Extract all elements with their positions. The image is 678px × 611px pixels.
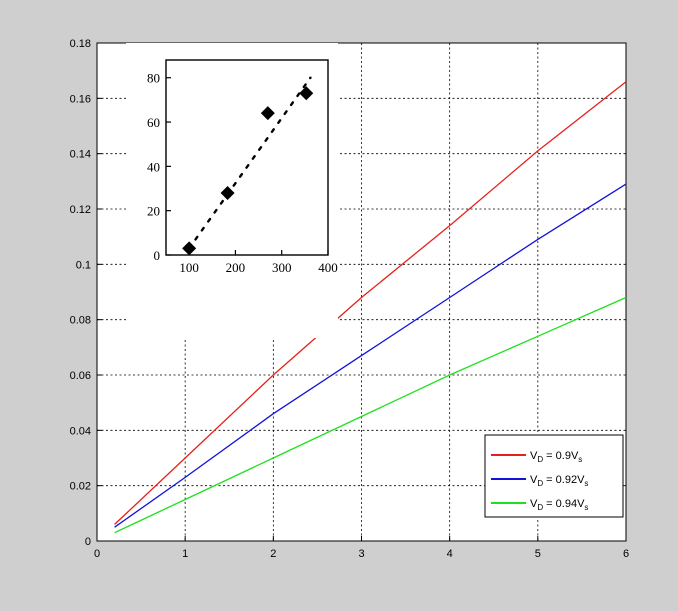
- main-y-tick-label: 0.14: [70, 149, 91, 161]
- main-y-tick-label: 0.04: [70, 425, 91, 437]
- inset-data-point: [220, 185, 235, 200]
- inset-points: [182, 86, 314, 256]
- main-x-tick-label: 3: [358, 548, 364, 560]
- inset-chart: 100 200 300 400 0 20 40 60 80: [126, 43, 338, 338]
- main-x-tick-label: 1: [182, 548, 188, 560]
- inset-y-tick-label: 60: [147, 115, 160, 130]
- legend-items: VD = 0.9Vs VD = 0.92Vs VD = 0.94Vs: [491, 450, 588, 512]
- inset-y-tick-label: 40: [147, 159, 160, 174]
- legend: VD = 0.9Vs VD = 0.92Vs VD = 0.94Vs: [484, 434, 624, 518]
- main-y-tick-label: 0.18: [70, 38, 91, 50]
- inset-fit-line-path: [187, 76, 312, 250]
- inset-ticks: 100 200 300 400 0 20 40 60 80: [147, 71, 338, 275]
- main-y-tick-label: 0.08: [70, 315, 91, 327]
- inset-y-tick-label: 0: [154, 248, 161, 263]
- main-x-tick-label: 2: [270, 548, 276, 560]
- legend-label-1: VD = 0.9Vs: [530, 450, 582, 464]
- main-y-tick-label: 0.16: [70, 93, 91, 105]
- main-y-tick-label: 0.06: [70, 370, 91, 382]
- main-x-tick-label: 4: [447, 548, 453, 560]
- inset-data-point: [299, 86, 314, 101]
- series-line-1: [114, 81, 627, 525]
- inset-x-tick-label: 300: [272, 260, 292, 275]
- inset-fit-line: [187, 76, 312, 250]
- inset-plot-frame: [165, 59, 329, 256]
- main-y-tick-label: 0.02: [70, 481, 91, 493]
- inset-x-tick-label: 100: [179, 260, 199, 275]
- inset-y-tick-label: 20: [147, 204, 160, 219]
- main-x-tick-label: 0: [94, 548, 100, 560]
- main-y-tick-label: 0: [85, 536, 91, 548]
- legend-label-3: VD = 0.94Vs: [530, 498, 588, 512]
- inset-data-point: [182, 241, 197, 256]
- inset-x-tick-label: 400: [318, 260, 338, 275]
- main-x-tick-label: 6: [623, 548, 629, 560]
- main-x-ticks: 0 1 2 3 4 5 6: [94, 536, 629, 560]
- series-line-3: [114, 296, 627, 534]
- main-y-ticks: 0 0.02 0.04 0.06 0.08 0.1 0.12 0.14 0.16 0.18: [70, 38, 102, 548]
- series-line-2: [114, 183, 627, 528]
- main-x-tick-label: 5: [535, 548, 541, 560]
- main-y-tick-label: 0.1: [76, 259, 91, 271]
- inset-x-tick-label: 200: [226, 260, 246, 275]
- legend-label-2: VD = 0.92Vs: [530, 474, 588, 488]
- inset-y-tick-label: 80: [147, 71, 160, 86]
- main-series: [114, 81, 627, 534]
- inset-data-point: [260, 106, 275, 121]
- main-y-tick-label: 0.12: [70, 204, 91, 216]
